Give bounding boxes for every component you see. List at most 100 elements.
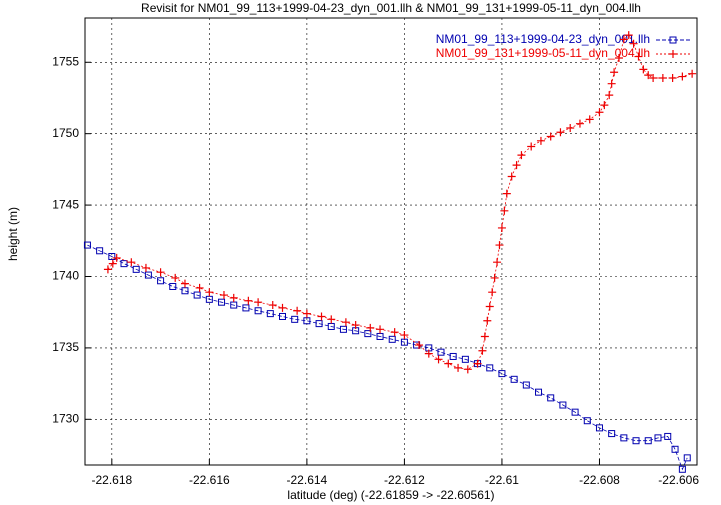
point: [495, 241, 504, 250]
point: [527, 142, 536, 151]
x-tick-label: -22.608: [579, 473, 620, 487]
point: [559, 401, 567, 409]
point: [230, 301, 238, 309]
x-tick-label: -22.612: [384, 473, 425, 487]
point: [351, 321, 360, 330]
point: [486, 364, 494, 372]
x-tick-label: -22.616: [189, 473, 230, 487]
y-axis-label: height (m): [6, 207, 20, 261]
point: [108, 259, 117, 268]
point: [678, 72, 687, 81]
point: [634, 52, 643, 61]
point: [595, 108, 604, 117]
point: [195, 283, 204, 292]
point: [575, 119, 584, 128]
y-tick-label: 1740: [52, 269, 79, 283]
point: [108, 252, 116, 260]
point: [664, 432, 672, 440]
point: [415, 341, 424, 350]
point: [424, 349, 433, 358]
point: [103, 265, 112, 274]
point: [610, 68, 619, 77]
point: [400, 338, 408, 346]
point: [585, 115, 594, 124]
point: [112, 253, 121, 262]
point: [546, 132, 555, 141]
point: [668, 73, 677, 82]
point: [507, 172, 516, 181]
point: [510, 375, 518, 383]
point: [219, 291, 228, 300]
point: [502, 189, 511, 198]
point: [490, 273, 499, 282]
point: [390, 328, 399, 337]
point: [644, 437, 652, 445]
point: [629, 39, 638, 48]
series-line: [87, 244, 688, 471]
point: [493, 258, 502, 267]
point: [157, 277, 165, 285]
point: [478, 346, 487, 355]
point: [688, 69, 697, 78]
point: [388, 335, 396, 343]
point: [644, 71, 653, 80]
point: [678, 465, 686, 473]
point: [473, 359, 482, 368]
x-axis-label: latitude (deg) (-22.61859 -> -22.60561): [287, 488, 494, 502]
point: [315, 320, 323, 328]
point: [639, 65, 648, 74]
point: [671, 445, 679, 453]
x-tick-label: -22.618: [91, 473, 132, 487]
point: [566, 123, 575, 132]
y-tick-label: 1755: [52, 54, 79, 68]
point: [444, 359, 453, 368]
legend-label: NM01_99_131+1999-05-11_dyn_004.llh: [436, 46, 650, 60]
point: [619, 35, 628, 44]
point: [120, 260, 128, 268]
point: [683, 454, 691, 462]
y-tick-label: 1735: [52, 340, 79, 354]
point: [327, 322, 335, 330]
point: [434, 355, 443, 364]
point: [649, 73, 658, 82]
point: [461, 355, 469, 363]
x-tick-label: -22.606: [658, 473, 699, 487]
point: [341, 318, 350, 327]
point: [278, 303, 287, 312]
point: [144, 271, 152, 279]
point: [607, 79, 616, 88]
point: [400, 331, 409, 340]
legend-marker: [669, 36, 677, 44]
x-tick-label: -22.61: [485, 473, 519, 487]
point: [254, 307, 262, 315]
y-tick-label: 1745: [52, 197, 79, 211]
point: [547, 394, 555, 402]
point: [608, 430, 616, 438]
point: [278, 312, 286, 320]
point: [498, 370, 506, 378]
plot-frame: [84, 17, 698, 466]
point: [497, 223, 506, 232]
point: [266, 310, 274, 318]
point: [583, 417, 591, 425]
point: [522, 381, 530, 389]
point: [595, 424, 603, 432]
point: [500, 206, 509, 215]
point: [181, 287, 189, 295]
point: [620, 434, 628, 442]
point: [205, 288, 214, 297]
point: [180, 279, 189, 288]
point: [169, 282, 177, 290]
y-tick-label: 1730: [52, 411, 79, 425]
point: [517, 151, 526, 160]
point: [437, 348, 445, 356]
series-line: [107, 34, 693, 370]
point: [376, 332, 384, 340]
point: [303, 317, 311, 325]
point: [366, 323, 375, 332]
point: [254, 298, 263, 307]
point: [376, 325, 385, 334]
point: [327, 315, 336, 324]
point: [156, 268, 165, 277]
